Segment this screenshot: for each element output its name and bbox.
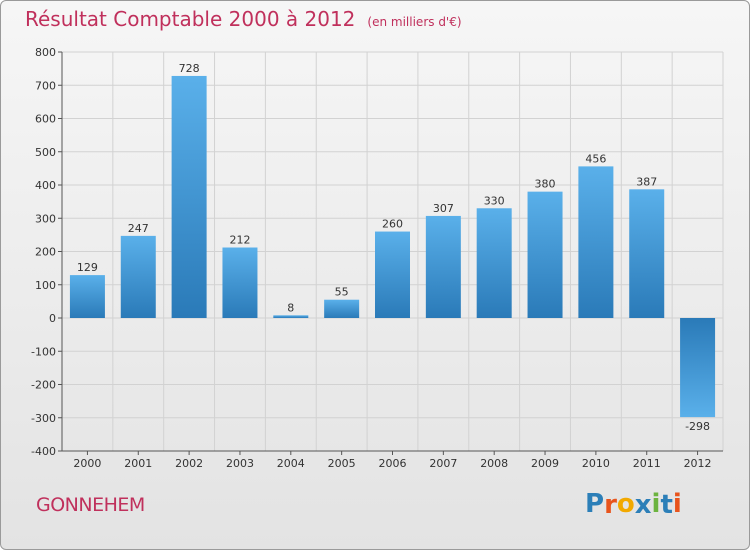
- chart-subtitle: (en milliers d'€): [367, 15, 462, 29]
- chart-title-text: Résultat Comptable 2000 à 2012: [25, 7, 356, 31]
- bar-2012: [680, 318, 716, 418]
- data-label-2009: 380: [535, 178, 556, 191]
- chart-title: Résultat Comptable 2000 à 2012 (en millie…: [25, 7, 462, 31]
- bar-2005: [324, 299, 360, 318]
- data-label-2002: 728: [179, 62, 200, 75]
- logo-letter: P: [585, 489, 605, 519]
- x-tick-label: 2005: [328, 457, 356, 470]
- data-label-2008: 330: [484, 194, 505, 207]
- x-tick-label: 2012: [684, 457, 712, 470]
- data-label-2004: 8: [287, 301, 294, 314]
- y-tick-label: -200: [31, 379, 56, 392]
- y-tick-label: 400: [35, 179, 56, 192]
- x-tick-label: 2008: [480, 457, 508, 470]
- y-tick-label: 700: [35, 79, 56, 92]
- logo-letter: o: [616, 489, 635, 519]
- bar-2009: [527, 191, 563, 318]
- bar-2003: [222, 247, 258, 318]
- bar-2011: [629, 189, 665, 318]
- bar-2001: [120, 235, 156, 318]
- x-tick-label: 2011: [633, 457, 661, 470]
- data-label-2006: 260: [382, 218, 403, 231]
- x-tick-label: 2001: [124, 457, 152, 470]
- proxiti-logo[interactable]: Proxiti: [585, 489, 682, 520]
- x-tick-label: 2003: [226, 457, 254, 470]
- logo-letter: t: [660, 490, 673, 520]
- bar-2006: [375, 231, 410, 318]
- bar-2004: [273, 315, 309, 318]
- data-label-2010: 456: [585, 152, 606, 165]
- x-tick-label: 2010: [582, 457, 610, 470]
- place-name: GONNEHEM: [36, 494, 145, 516]
- logo-letter: i: [651, 489, 661, 519]
- data-label-2001: 247: [128, 222, 149, 235]
- data-label-2012: -298: [685, 420, 710, 433]
- bar-2002: [171, 75, 207, 318]
- y-tick-label: 0: [49, 312, 56, 325]
- y-tick-label: 300: [35, 212, 56, 225]
- data-label-2000: 129: [77, 261, 98, 274]
- x-tick-label: 2009: [531, 457, 559, 470]
- y-tick-label: 200: [35, 246, 56, 259]
- data-label-2005: 55: [335, 286, 349, 299]
- y-tick-label: 800: [35, 46, 56, 59]
- bar-layer: 129 247 728 212 8 55 260 307 330 380 456 387 -298: [69, 62, 716, 433]
- x-tick-label: 2000: [73, 457, 101, 470]
- bar-2000: [69, 275, 105, 318]
- x-tick-label: 2007: [429, 457, 457, 470]
- bar-2010: [578, 166, 614, 318]
- logo-letter: x: [634, 490, 652, 520]
- x-tick-label: 2006: [379, 457, 407, 470]
- data-label-2011: 387: [636, 175, 657, 188]
- y-tick-label: 100: [35, 279, 56, 292]
- y-tick-label: -400: [31, 445, 56, 458]
- y-tick-label: 600: [35, 113, 56, 126]
- logo-letter: r: [604, 490, 617, 520]
- data-label-2003: 212: [229, 234, 250, 247]
- axis-layer: 800 700 600 500 400 300 200 100 0 -100 -200 -300 -40…: [31, 46, 723, 470]
- data-label-2007: 307: [433, 202, 454, 215]
- y-tick-label: -100: [31, 345, 56, 358]
- y-tick-label: -300: [31, 412, 56, 425]
- y-tick-label: 500: [35, 146, 56, 159]
- x-tick-label: 2004: [277, 457, 305, 470]
- bar-2007: [425, 215, 461, 318]
- x-tick-label: 2002: [175, 457, 203, 470]
- logo-letter: i: [672, 489, 682, 519]
- bar-2008: [476, 208, 512, 318]
